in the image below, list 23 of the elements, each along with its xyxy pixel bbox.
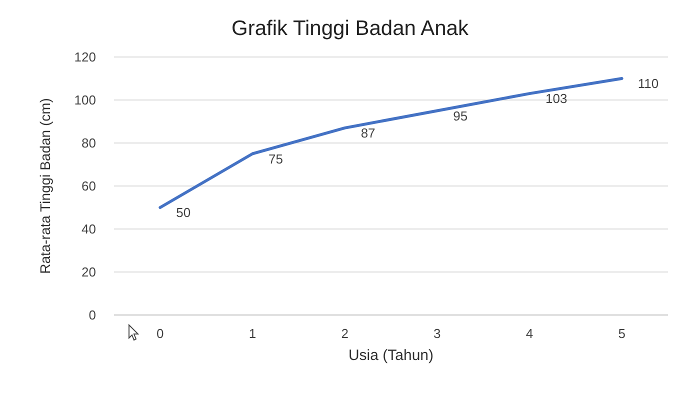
y-tick-label: 120	[74, 50, 96, 65]
data-label: 95	[453, 108, 468, 124]
data-label: 75	[268, 151, 283, 166]
data-label: 50	[176, 205, 191, 220]
x-tick-label: 2	[341, 326, 348, 341]
x-tick-label: 3	[434, 326, 441, 341]
y-tick-label: 40	[82, 222, 96, 237]
x-tick-label: 4	[526, 326, 534, 341]
x-tick-label: 5	[618, 326, 626, 341]
data-label: 110	[638, 76, 659, 92]
x-tick-label: 0	[156, 326, 164, 341]
y-tick-label: 60	[82, 178, 96, 194]
data-label: 103	[546, 91, 568, 106]
data-label: 87	[360, 126, 376, 140]
chart-title: Grafik Tinggi Badan Anak	[232, 17, 469, 40]
y-axis-title: Rata-rata Tinggi Badan (cm)	[37, 98, 53, 274]
x-tick-label: 1	[248, 326, 256, 341]
y-tick-label: 20	[82, 264, 96, 280]
y-tick-label: 80	[82, 136, 96, 151]
y-tick-label: 0	[88, 308, 96, 323]
line-series	[158, 77, 624, 209]
x-axis-title: Usia (Tahun)	[348, 347, 434, 364]
y-tick-label: 100	[74, 92, 96, 108]
